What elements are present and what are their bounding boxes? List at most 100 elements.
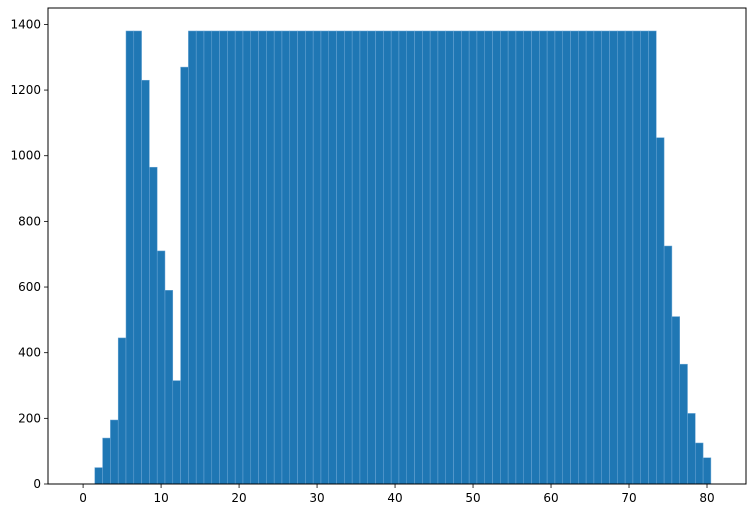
bar <box>312 30 322 485</box>
plot-frame <box>47 7 747 485</box>
bar <box>133 30 142 485</box>
bar <box>320 30 330 485</box>
bar <box>211 30 220 485</box>
x-tick-label: 40 <box>387 491 402 505</box>
bar <box>679 363 688 485</box>
bar <box>336 30 345 485</box>
x-axis-ticks: 0 10 20 30 40 50 60 70 80 <box>79 484 715 505</box>
bar <box>632 30 641 485</box>
bar <box>484 30 493 485</box>
bar <box>570 30 579 485</box>
bar <box>656 137 665 485</box>
bar <box>562 30 571 485</box>
bar <box>203 30 213 485</box>
bar <box>195 30 205 485</box>
bar <box>110 419 119 485</box>
bar <box>617 30 626 485</box>
x-tick-label: 60 <box>543 491 558 505</box>
bars-group <box>94 30 712 485</box>
bar <box>149 166 158 485</box>
bar <box>640 30 649 485</box>
bar <box>141 79 150 485</box>
bar <box>523 30 532 485</box>
y-tick-label: 1200 <box>10 83 41 97</box>
y-tick-label: 600 <box>18 280 41 294</box>
bar <box>242 30 252 485</box>
bar <box>359 30 369 485</box>
bar <box>164 290 174 485</box>
bar <box>585 30 595 485</box>
bar <box>554 30 563 485</box>
bar <box>476 30 485 485</box>
bar <box>414 30 423 485</box>
y-axis-ticks: 0 200 400 600 800 1000 1200 1400 <box>10 17 48 491</box>
bar <box>188 30 197 485</box>
bar <box>266 30 275 485</box>
bar <box>351 30 361 485</box>
bar <box>234 30 244 485</box>
bar <box>687 413 696 485</box>
y-tick-label: 0 <box>33 477 41 491</box>
bar <box>227 30 236 485</box>
x-tick-label: 20 <box>231 491 246 505</box>
bar <box>250 30 259 485</box>
bar <box>539 30 548 485</box>
bar <box>328 30 337 485</box>
bar <box>94 467 103 485</box>
bar <box>305 30 314 485</box>
x-tick-label: 0 <box>79 491 87 505</box>
bar <box>289 30 298 485</box>
bar <box>297 30 306 485</box>
bar <box>398 30 407 485</box>
y-tick-label: 400 <box>18 346 41 360</box>
bar <box>695 442 704 485</box>
bar <box>429 30 439 485</box>
bar <box>281 30 291 485</box>
bar <box>663 245 673 485</box>
bar <box>492 30 501 485</box>
bar <box>500 30 509 485</box>
bar <box>507 30 517 485</box>
x-tick-label: 70 <box>621 491 636 505</box>
bar <box>390 30 400 485</box>
bar <box>437 30 446 485</box>
bar <box>219 30 228 485</box>
bar <box>515 30 524 485</box>
bar <box>375 30 384 485</box>
bar <box>406 30 415 485</box>
bar <box>593 30 602 485</box>
bar <box>156 250 166 485</box>
y-tick-label: 1400 <box>10 17 41 31</box>
bar <box>117 337 127 485</box>
bar <box>453 30 462 485</box>
bar <box>624 30 634 485</box>
bar <box>172 380 181 485</box>
bar <box>383 30 392 485</box>
bar <box>702 457 712 485</box>
bar <box>531 30 540 485</box>
bar <box>546 30 556 485</box>
bar <box>344 30 353 485</box>
y-tick-label: 200 <box>18 411 41 425</box>
x-tick-label: 80 <box>699 491 714 505</box>
y-tick-label: 1000 <box>10 149 41 163</box>
bar <box>609 30 618 485</box>
bar <box>258 30 267 485</box>
bar <box>445 30 454 485</box>
x-tick-label: 30 <box>309 491 324 505</box>
bar <box>125 30 135 485</box>
x-tick-label: 50 <box>465 491 480 505</box>
bar <box>367 30 376 485</box>
bar <box>273 30 283 485</box>
bar <box>468 30 478 485</box>
x-tick-label: 10 <box>153 491 168 505</box>
bar <box>461 30 470 485</box>
bar <box>601 30 610 485</box>
bar <box>422 30 431 485</box>
bar <box>578 30 587 485</box>
bar <box>671 316 680 485</box>
bar <box>102 437 111 485</box>
bar <box>180 66 189 485</box>
y-tick-label: 800 <box>18 214 41 228</box>
